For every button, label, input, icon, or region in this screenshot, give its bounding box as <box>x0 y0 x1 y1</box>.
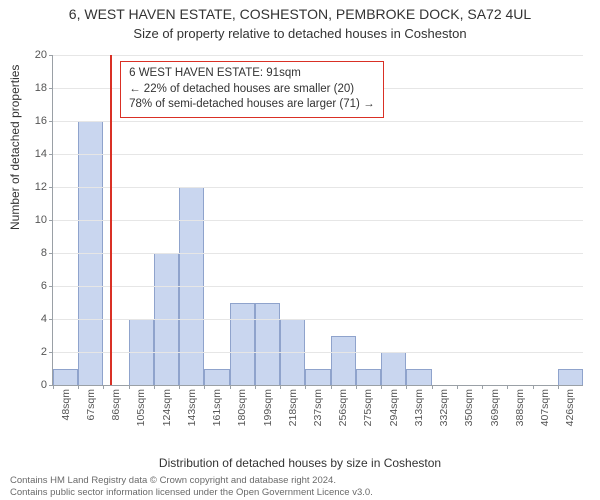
x-tick-label: 180sqm <box>236 389 248 426</box>
annotation-line: ← 22% of detached houses are smaller (20… <box>129 82 374 98</box>
bar <box>204 369 229 386</box>
bar <box>381 352 406 385</box>
gridline <box>53 187 583 188</box>
annotation-box: 6 WEST HAVEN ESTATE: 91sqm← 22% of detac… <box>120 61 383 118</box>
bar <box>406 369 431 386</box>
x-tick-label: 86sqm <box>110 389 122 421</box>
y-tick-label: 6 <box>41 280 47 292</box>
bar <box>558 369 583 386</box>
gridline <box>53 286 583 287</box>
x-tick-label: 388sqm <box>514 389 526 426</box>
reference-line <box>110 55 112 385</box>
x-tick-label: 67sqm <box>85 389 97 421</box>
y-tick-label: 10 <box>35 214 47 226</box>
bar <box>53 369 78 386</box>
footer-line-1: Contains HM Land Registry data © Crown c… <box>10 475 336 486</box>
y-tick-label: 8 <box>41 247 47 259</box>
gridline <box>53 121 583 122</box>
y-tick-label: 4 <box>41 313 47 325</box>
gridline <box>53 253 583 254</box>
x-tick-label: 350sqm <box>463 389 475 426</box>
bar <box>356 369 381 386</box>
y-axis-label: Number of detached properties <box>8 65 22 230</box>
x-tick-label: 294sqm <box>388 389 400 426</box>
gridline <box>53 319 583 320</box>
gridline <box>53 352 583 353</box>
annotation-line: 6 WEST HAVEN ESTATE: 91sqm <box>129 66 374 82</box>
x-tick-label: 161sqm <box>211 389 223 426</box>
x-tick-label: 143sqm <box>186 389 198 426</box>
bar <box>255 303 280 386</box>
footer-line-2: Contains public sector information licen… <box>10 487 373 498</box>
y-tick-label: 20 <box>35 49 47 61</box>
y-tick-label: 2 <box>41 346 47 358</box>
x-tick-label: 218sqm <box>287 389 299 426</box>
chart-title: 6, WEST HAVEN ESTATE, COSHESTON, PEMBROK… <box>0 6 600 22</box>
bar <box>230 303 255 386</box>
y-tick-label: 18 <box>35 82 47 94</box>
y-tick-label: 14 <box>35 148 47 160</box>
gridline <box>53 220 583 221</box>
x-tick-label: 256sqm <box>337 389 349 426</box>
x-tick-label: 407sqm <box>539 389 551 426</box>
x-tick-label: 426sqm <box>564 389 576 426</box>
plot-area: 0246810121416182048sqm67sqm86sqm105sqm12… <box>52 55 583 386</box>
x-tick-label: 275sqm <box>362 389 374 426</box>
bar <box>305 369 330 386</box>
x-tick-label: 237sqm <box>312 389 324 426</box>
x-tick-label: 332sqm <box>438 389 450 426</box>
x-tick-label: 48sqm <box>60 389 72 421</box>
bar <box>331 336 356 386</box>
annotation-line: 78% of semi-detached houses are larger (… <box>129 97 374 113</box>
y-tick-label: 0 <box>41 379 47 391</box>
y-tick-label: 16 <box>35 115 47 127</box>
x-tick-label: 369sqm <box>489 389 501 426</box>
y-tick-label: 12 <box>35 181 47 193</box>
x-tick-label: 313sqm <box>413 389 425 426</box>
x-tick-label: 199sqm <box>262 389 274 426</box>
x-tick-label: 124sqm <box>161 389 173 426</box>
chart-subtitle: Size of property relative to detached ho… <box>0 26 600 41</box>
chart-container: 6, WEST HAVEN ESTATE, COSHESTON, PEMBROK… <box>0 0 600 500</box>
gridline <box>53 55 583 56</box>
x-tick-label: 105sqm <box>135 389 147 426</box>
x-axis-label: Distribution of detached houses by size … <box>0 456 600 470</box>
gridline <box>53 154 583 155</box>
